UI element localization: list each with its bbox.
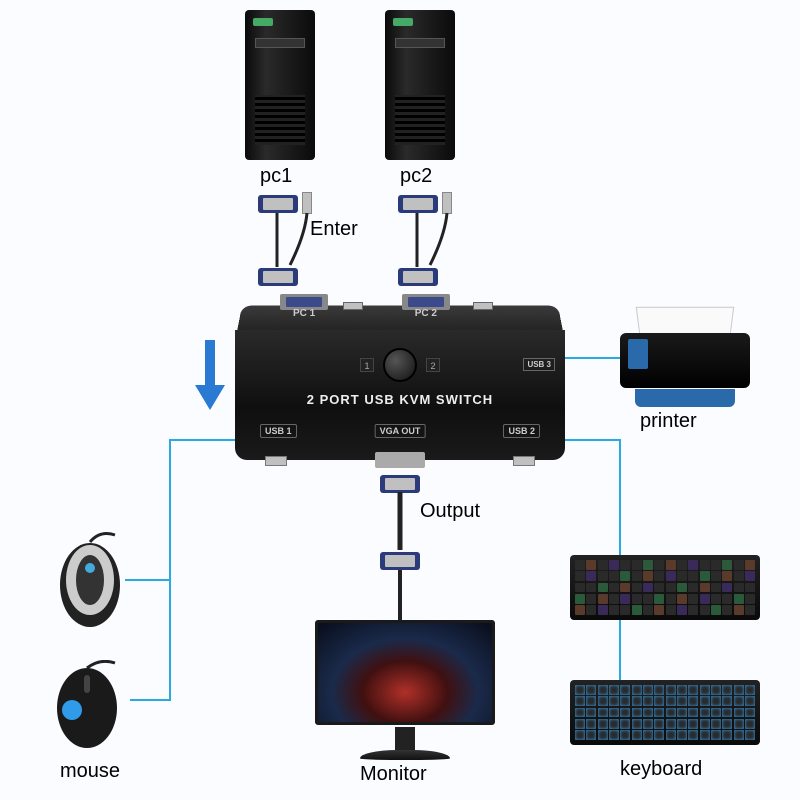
- mouse-device-1: [55, 530, 125, 630]
- pc1-label: pc1: [260, 165, 292, 188]
- kvm-indicator-1: 1: [360, 358, 374, 372]
- kvm-pc2-label: PC 2: [415, 308, 437, 319]
- mouse-label: mouse: [60, 760, 120, 783]
- pc2-tower: [385, 10, 455, 160]
- monitor-device: [315, 620, 495, 760]
- enter-label: Enter: [310, 218, 358, 241]
- kvm-usb1-label: USB 1: [260, 424, 297, 438]
- kvm-selector-dial[interactable]: [383, 348, 417, 382]
- vga-out-bot: [380, 552, 420, 570]
- kvm-pc1-label: PC 1: [293, 308, 315, 319]
- wire-branch-to-mouse2: [130, 580, 170, 700]
- printer-device: [620, 305, 750, 395]
- pc1-cable: [255, 210, 315, 270]
- vga-out-top: [380, 475, 420, 493]
- pc2-vga-bot: [398, 268, 438, 286]
- flow-arrow-icon: [195, 340, 225, 410]
- kvm-indicator-2: 2: [426, 358, 440, 372]
- pc2-label: pc2: [400, 165, 432, 188]
- monitor-label: Monitor: [360, 763, 427, 786]
- pc1-tower: [245, 10, 315, 160]
- vga-out-cable: [380, 492, 420, 552]
- kvm-title: 2 PORT USB KVM SWITCH: [235, 392, 565, 407]
- keyboard-device-1: [570, 555, 760, 620]
- monitor-cable: [395, 570, 415, 620]
- pc2-cable: [395, 210, 455, 270]
- output-label: Output: [420, 500, 480, 523]
- kvm-usb2-label: USB 2: [503, 424, 540, 438]
- keyboard-device-2: [570, 680, 760, 745]
- keyboard-label: keyboard: [620, 758, 702, 781]
- wire-usb1-to-mouse1: [125, 440, 240, 580]
- kvm-usb3-label: USB 3: [523, 358, 555, 371]
- kvm-vgaout-label: VGA OUT: [375, 424, 426, 438]
- pc1-vga-bot: [258, 268, 298, 286]
- printer-label: printer: [640, 410, 697, 433]
- kvm-switch: PC 1 PC 2 1 2 USB 3 2 PORT USB KVM SWITC…: [235, 300, 565, 460]
- mouse-device-2: [50, 660, 125, 750]
